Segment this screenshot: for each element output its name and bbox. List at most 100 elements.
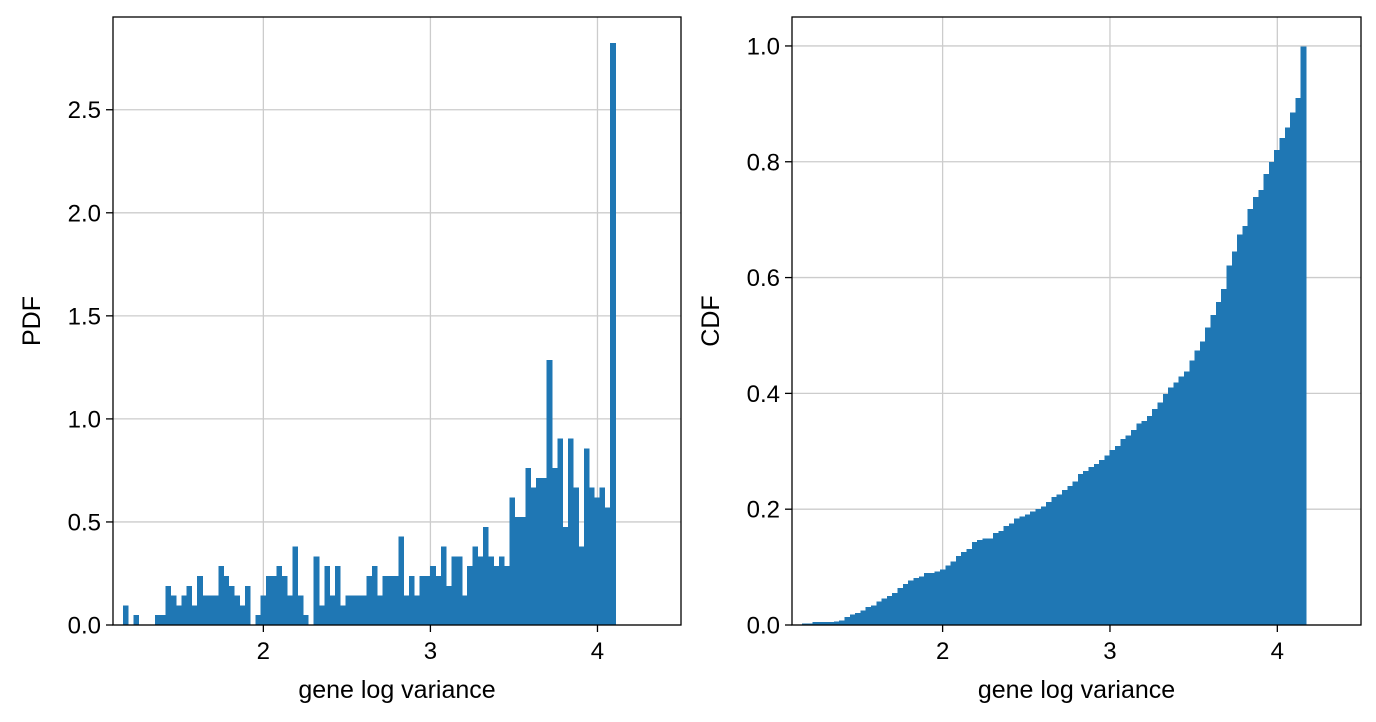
histogram-bar	[154, 615, 161, 625]
histogram-bar	[1125, 435, 1132, 625]
histogram-bar	[414, 595, 420, 625]
histogram-bar	[170, 595, 177, 625]
histogram-bar	[461, 595, 468, 625]
histogram-bar	[1019, 516, 1026, 625]
histogram-bar	[292, 546, 299, 625]
histogram-bar	[520, 517, 526, 625]
histogram-bar	[945, 565, 951, 625]
bars	[802, 46, 1307, 626]
histogram-bar	[934, 571, 941, 625]
histogram-bar	[472, 546, 479, 625]
histogram-bar	[160, 615, 166, 625]
histogram-bar	[525, 467, 532, 625]
histogram-bar	[551, 467, 558, 625]
histogram-bar	[924, 572, 930, 625]
histogram-bar	[913, 578, 920, 625]
histogram-bar	[993, 532, 999, 625]
histogram-bar	[398, 536, 404, 625]
histogram-bar	[1173, 382, 1180, 625]
histogram-bar	[133, 615, 140, 625]
histogram-bar	[961, 552, 967, 625]
x-axis-label: gene log variance	[978, 676, 1175, 704]
histogram-bar	[1014, 518, 1020, 625]
histogram-bar	[1300, 46, 1307, 625]
histogram-bar	[419, 575, 426, 625]
histogram-bar	[340, 605, 346, 625]
histogram-bar	[881, 598, 888, 625]
histogram-bar	[1162, 393, 1169, 625]
x-tick-label: 2	[936, 638, 949, 665]
histogram-bar	[1178, 376, 1185, 625]
histogram-bar	[1115, 446, 1121, 625]
histogram-bar	[1120, 439, 1126, 625]
y-tick-label: 0.2	[747, 497, 780, 524]
histogram-bar	[260, 595, 267, 625]
histogram-bar	[1088, 466, 1095, 625]
histogram-bar	[1157, 402, 1164, 625]
histogram-bar	[345, 595, 352, 625]
histogram-bar	[430, 566, 436, 625]
x-tick-label: 2	[257, 638, 270, 665]
histogram-bar	[802, 623, 808, 625]
y-tick-label: 0.8	[747, 149, 780, 176]
histogram-bar	[1146, 415, 1153, 625]
x-axis-label: gene log variance	[298, 676, 495, 704]
histogram-bar	[1035, 509, 1042, 625]
histogram-bar	[823, 622, 829, 625]
histogram-bar	[844, 616, 851, 625]
histogram-bar	[202, 595, 209, 625]
histogram-bar	[1279, 138, 1286, 626]
histogram-bar	[281, 575, 288, 625]
histogram-bar	[451, 556, 457, 625]
histogram-bar	[297, 595, 304, 625]
histogram-bar	[1284, 127, 1291, 626]
y-tick-label: 2.5	[68, 97, 101, 124]
histogram-bar	[950, 561, 957, 625]
histogram-bar	[403, 595, 410, 625]
histogram-bar	[1237, 234, 1243, 625]
histogram-bar	[1077, 473, 1084, 625]
histogram-bar	[324, 566, 330, 625]
histogram-bar	[1168, 387, 1174, 625]
histogram-bar	[536, 477, 542, 625]
histogram-bar	[886, 596, 893, 625]
histogram-bar	[1290, 112, 1296, 626]
histogram-bar	[123, 605, 129, 625]
y-tick-label: 0.6	[747, 265, 780, 292]
histogram-bar	[1104, 455, 1111, 625]
histogram-bar	[244, 585, 251, 625]
x-tick-label: 3	[1103, 638, 1116, 665]
histogram-bar	[865, 607, 872, 625]
histogram-bar	[578, 546, 585, 625]
y-tick-label: 1.0	[68, 406, 101, 433]
histogram-bar	[1205, 327, 1211, 625]
histogram-bar	[424, 575, 431, 625]
histogram-bar	[181, 595, 187, 625]
y-tick-label: 0.5	[68, 509, 101, 536]
histogram-bar	[477, 556, 484, 625]
histogram-bar	[982, 538, 989, 625]
histogram-bar	[499, 556, 505, 625]
histogram-bar	[604, 507, 611, 625]
y-tick-label: 1.0	[747, 33, 780, 60]
histogram-bar	[371, 566, 378, 625]
histogram-bar	[318, 605, 325, 625]
histogram-bar	[918, 576, 925, 625]
histogram-bar	[929, 572, 935, 625]
histogram-bar	[1189, 360, 1195, 625]
histogram-bar	[876, 601, 882, 625]
histogram-bar	[833, 621, 840, 625]
x-tick-label: 4	[591, 638, 604, 665]
histogram-bar	[977, 539, 983, 625]
histogram-bar	[504, 566, 510, 625]
histogram-bar	[1221, 289, 1227, 625]
histogram-bar	[361, 595, 367, 625]
bars	[123, 42, 616, 626]
histogram-bar	[998, 531, 1004, 625]
histogram-bar	[1184, 371, 1190, 625]
histogram-bar	[1226, 265, 1233, 625]
histogram-bar	[860, 610, 867, 625]
histogram-bar	[493, 566, 500, 625]
x-tick-label: 4	[1271, 638, 1284, 665]
